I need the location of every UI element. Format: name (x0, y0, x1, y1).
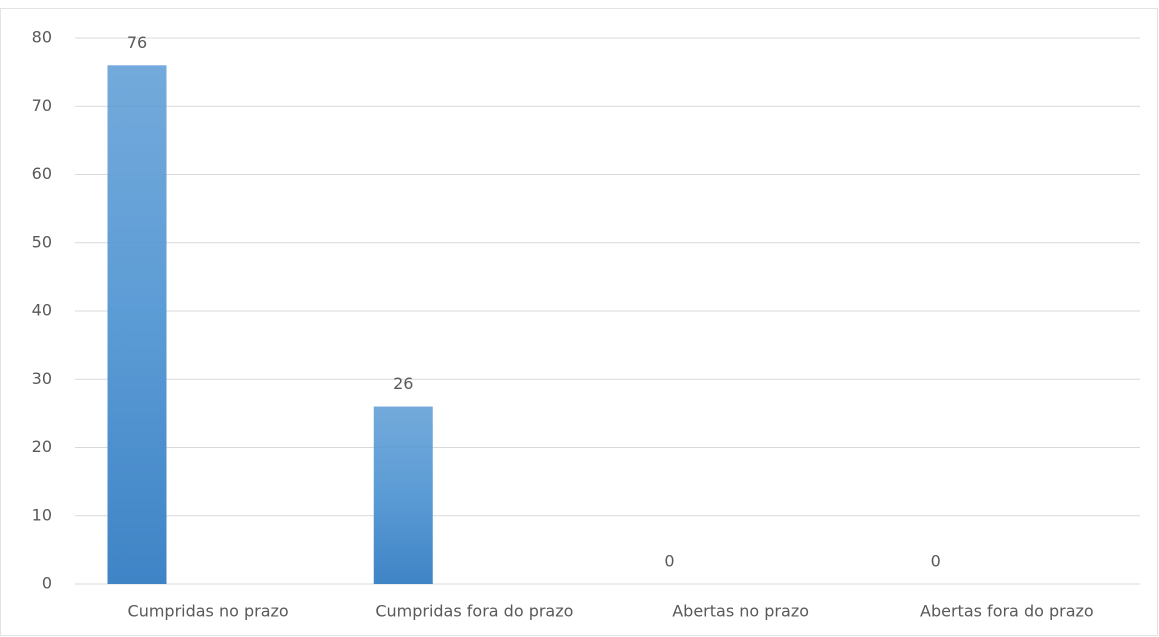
y-tick-label: 60 (32, 164, 52, 183)
y-tick-label: 10 (32, 505, 52, 524)
data-label: 0 (664, 552, 674, 571)
y-tick-label: 80 (32, 28, 52, 47)
data-label: 0 (931, 552, 941, 571)
chart-border (0, 8, 1158, 636)
bar (373, 406, 433, 584)
x-tick-label: Cumpridas no prazo (128, 602, 289, 621)
x-tick-label: Abertas fora do prazo (920, 602, 1094, 621)
bar (107, 65, 167, 585)
y-tick-label: 40 (32, 301, 52, 320)
y-tick-label: 70 (32, 96, 52, 115)
x-tick-label: Cumpridas fora do prazo (375, 602, 573, 621)
data-label: 26 (393, 374, 413, 393)
y-tick-label: 20 (32, 437, 52, 456)
data-label: 76 (127, 33, 147, 52)
y-tick-label: 30 (32, 369, 52, 388)
y-tick-label: 0 (42, 574, 52, 593)
y-tick-label: 50 (32, 232, 52, 251)
x-tick-label: Abertas no prazo (672, 602, 809, 621)
